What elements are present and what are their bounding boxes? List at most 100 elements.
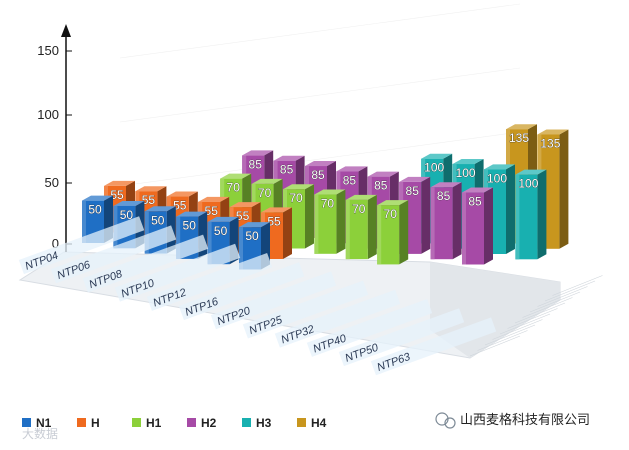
- bar-value-label: 85: [437, 189, 451, 203]
- bar-top: [537, 129, 569, 135]
- bar-value-label: 85: [311, 168, 325, 182]
- watermark-text: 大数据: [22, 426, 58, 441]
- bar-value-label: 85: [406, 184, 420, 198]
- bar-top: [261, 207, 292, 213]
- bar-highlight: [377, 205, 382, 265]
- y-tick-label: 100: [37, 107, 59, 122]
- bar-H3-NTP63: 100: [515, 169, 547, 260]
- legend-label-H4: H4: [311, 416, 327, 430]
- legend: N1 H H1 H2 H3 H4: [22, 416, 327, 430]
- legend-swatch-H1: [132, 418, 141, 427]
- bar-side: [506, 164, 515, 254]
- bar-front: [345, 199, 368, 260]
- floor-grid-line: [484, 324, 536, 346]
- bar-value-label: 85: [280, 163, 294, 177]
- y-tick-label: 50: [45, 175, 59, 190]
- bar-front: [515, 174, 538, 260]
- bar-top: [452, 159, 484, 165]
- bar-highlight: [144, 211, 149, 254]
- bar-value-label: 55: [110, 188, 124, 202]
- bar-side: [559, 129, 569, 249]
- legend-label-N1: N1: [36, 416, 52, 430]
- category-tile: [178, 262, 305, 321]
- bar-highlight: [430, 187, 435, 260]
- category-tile: [210, 271, 337, 330]
- bar-highlight: [515, 174, 520, 260]
- bar-value-label: 70: [352, 202, 366, 216]
- bar-value-label: 85: [249, 157, 263, 171]
- bar-side: [367, 194, 377, 260]
- bar-value-label: 85: [343, 173, 357, 187]
- bar-side: [421, 176, 431, 254]
- bar-highlight: [239, 227, 243, 270]
- bar-value-label: 50: [214, 224, 228, 238]
- bar-H2-NTP40: 85: [430, 182, 462, 260]
- floor-grid-line: [529, 291, 581, 313]
- bar-side: [484, 187, 493, 265]
- bar-value-label: 50: [151, 213, 165, 227]
- floor-grid-line: [492, 319, 543, 340]
- legend-label-H2: H2: [201, 416, 217, 430]
- legend-label-H: H: [91, 416, 100, 430]
- bar-top: [113, 200, 145, 206]
- category-tile: [18, 216, 145, 275]
- legend-swatch-H3: [242, 418, 251, 427]
- bar-top: [207, 216, 239, 222]
- bar-top: [135, 186, 167, 192]
- bar-H1-NTP32: 70: [377, 200, 409, 265]
- bar-highlight: [207, 221, 212, 265]
- bar-top: [229, 202, 261, 208]
- bar-H1-NTP25: 70: [345, 194, 377, 260]
- floor-grid-line: [544, 280, 596, 302]
- bar-top: [239, 222, 270, 228]
- bar-front: [430, 187, 453, 260]
- bar-H2-NTP50: 85: [462, 187, 493, 265]
- bar-top: [506, 124, 537, 130]
- category-tile: [146, 252, 273, 311]
- bar-value-label: 100: [518, 177, 538, 191]
- bar-value-label: 50: [120, 208, 134, 222]
- category-tile: [274, 289, 401, 348]
- bar-top: [283, 184, 314, 190]
- bar-front: [462, 192, 484, 265]
- bar-top: [336, 166, 368, 172]
- category-tile: [50, 225, 177, 284]
- bar-highlight: [82, 200, 86, 243]
- bar-value-label: 50: [183, 219, 197, 233]
- floor-grid-line: [522, 297, 573, 318]
- bar-top: [82, 195, 113, 201]
- bar-value-label: 50: [88, 203, 102, 217]
- y-tick-label: 0: [52, 236, 59, 251]
- category-tile: [114, 243, 241, 302]
- floor-grid-line: [537, 286, 588, 307]
- bar-value-label: 50: [245, 229, 259, 243]
- bar-side: [452, 182, 462, 260]
- bar-value-label: 55: [173, 199, 187, 213]
- bar-top: [421, 153, 453, 159]
- bar-top: [399, 176, 431, 182]
- bar-value-label: 135: [509, 131, 529, 145]
- bar-side: [336, 189, 346, 254]
- floor-grid-line: [552, 275, 603, 296]
- wechat-icon: [435, 412, 456, 429]
- company-name: 山西麦格科技有限公司: [460, 412, 590, 427]
- floor-grid-line: [499, 313, 551, 335]
- bar-value-label: 100: [424, 161, 444, 175]
- category-tile: [370, 317, 497, 376]
- legend-label-H1: H1: [146, 416, 162, 430]
- bar-top: [484, 164, 515, 170]
- bar-value-label: 55: [205, 204, 219, 218]
- bar-highlight: [314, 194, 319, 254]
- bar-top: [251, 178, 283, 184]
- bar-value-label: 100: [487, 171, 507, 185]
- bar-top: [462, 187, 493, 193]
- legend-label-H3: H3: [256, 416, 272, 430]
- bar-value-label: 70: [258, 186, 272, 200]
- legend-swatch-H2: [187, 418, 196, 427]
- bars: 135 135 100 100 100 100 85 85 85 85 85 85 85 85 70 70 70…: [82, 124, 569, 270]
- bar-highlight: [176, 216, 181, 259]
- bar-top: [166, 191, 198, 197]
- floor-grid-line: [469, 335, 521, 357]
